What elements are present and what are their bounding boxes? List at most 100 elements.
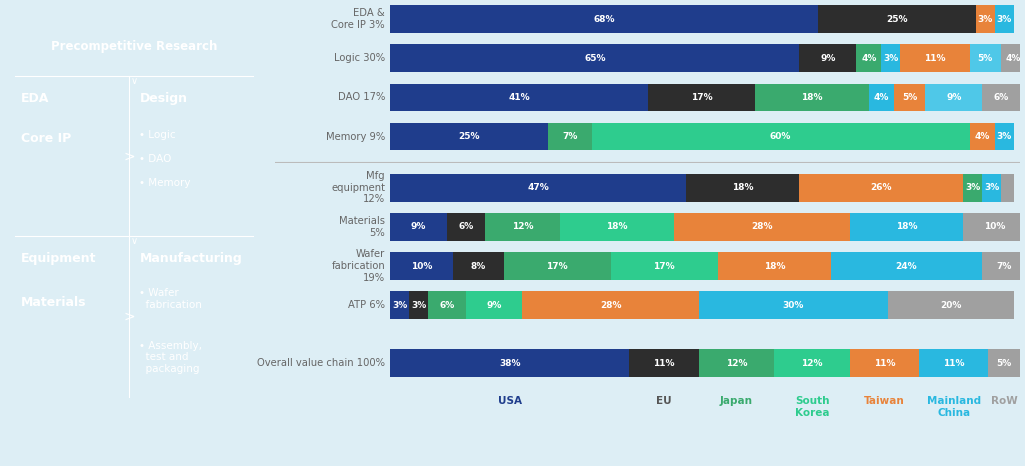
Text: 9%: 9%: [487, 301, 502, 310]
Text: 8%: 8%: [470, 261, 486, 271]
Bar: [391, 252, 453, 280]
Bar: [926, 83, 982, 111]
Bar: [800, 44, 856, 72]
Bar: [391, 123, 547, 151]
Text: >: >: [123, 149, 135, 163]
Text: 12%: 12%: [802, 358, 823, 368]
Text: ATP 6%: ATP 6%: [348, 300, 385, 310]
Bar: [465, 291, 523, 319]
Text: 6%: 6%: [440, 301, 454, 310]
Text: 4%: 4%: [975, 132, 990, 141]
Text: Mainland
China: Mainland China: [927, 396, 981, 418]
Text: Materials: Materials: [20, 296, 86, 309]
Text: 38%: 38%: [499, 358, 521, 368]
Text: 25%: 25%: [887, 14, 908, 24]
Bar: [391, 83, 649, 111]
Bar: [1001, 174, 1014, 202]
Bar: [447, 213, 485, 241]
Bar: [994, 123, 1014, 151]
Bar: [686, 174, 800, 202]
Text: 7%: 7%: [562, 132, 577, 141]
Bar: [755, 83, 869, 111]
Text: Core IP: Core IP: [20, 132, 71, 145]
Text: 3%: 3%: [965, 183, 980, 192]
Text: 20%: 20%: [940, 301, 961, 310]
Bar: [818, 5, 976, 33]
Bar: [774, 349, 850, 377]
Bar: [1001, 44, 1025, 72]
Text: USA: USA: [498, 396, 522, 406]
Text: 3%: 3%: [996, 14, 1012, 24]
Text: 18%: 18%: [732, 183, 753, 192]
Text: Materials
5%: Materials 5%: [339, 216, 385, 238]
Text: • Assembly,
  test and
  packaging: • Assembly, test and packaging: [139, 341, 203, 374]
Bar: [391, 213, 447, 241]
Text: 11%: 11%: [653, 358, 674, 368]
Text: Logic 30%: Logic 30%: [334, 53, 385, 63]
Bar: [391, 5, 818, 33]
Text: 41%: 41%: [508, 93, 530, 102]
Text: DAO 17%: DAO 17%: [337, 92, 385, 103]
Bar: [649, 83, 755, 111]
Text: 5%: 5%: [996, 358, 1012, 368]
Text: 10%: 10%: [984, 222, 1006, 232]
Text: 18%: 18%: [606, 222, 627, 232]
Text: 60%: 60%: [770, 132, 791, 141]
Bar: [894, 83, 926, 111]
Text: EDA &
Core IP 3%: EDA & Core IP 3%: [331, 8, 385, 30]
Bar: [994, 5, 1014, 33]
Text: EDA: EDA: [20, 92, 49, 105]
Bar: [982, 252, 1025, 280]
Text: 9%: 9%: [946, 93, 961, 102]
Text: ∨: ∨: [131, 236, 137, 247]
Text: Memory 9%: Memory 9%: [326, 131, 385, 142]
Text: 24%: 24%: [896, 261, 917, 271]
Text: 12%: 12%: [726, 358, 747, 368]
Text: Overall value chain 100%: Overall value chain 100%: [257, 358, 385, 368]
Text: • Wafer
  fabrication: • Wafer fabrication: [139, 288, 202, 310]
Bar: [391, 349, 629, 377]
Text: 30%: 30%: [782, 301, 804, 310]
Text: 3%: 3%: [996, 132, 1012, 141]
Bar: [970, 123, 994, 151]
Text: 11%: 11%: [873, 358, 895, 368]
Bar: [856, 44, 882, 72]
Text: Manufacturing: Manufacturing: [139, 253, 242, 265]
Text: RoW: RoW: [991, 396, 1018, 406]
Text: EU: EU: [656, 396, 672, 406]
Text: 9%: 9%: [820, 54, 835, 63]
Bar: [673, 213, 850, 241]
Text: 7%: 7%: [996, 261, 1012, 271]
Text: 18%: 18%: [764, 261, 785, 271]
Bar: [982, 174, 1001, 202]
Bar: [699, 349, 774, 377]
Bar: [629, 349, 699, 377]
Text: 6%: 6%: [458, 222, 474, 232]
Bar: [391, 44, 800, 72]
Text: South
Korea: South Korea: [794, 396, 829, 418]
Bar: [964, 174, 982, 202]
Text: >: >: [123, 309, 135, 323]
Text: • Logic: • Logic: [139, 130, 176, 140]
Text: 4%: 4%: [861, 54, 876, 63]
Text: Equipment: Equipment: [20, 253, 96, 265]
Text: 18%: 18%: [802, 93, 823, 102]
Bar: [850, 349, 919, 377]
Text: 65%: 65%: [584, 54, 606, 63]
Text: Japan: Japan: [720, 396, 753, 406]
Text: 18%: 18%: [896, 222, 917, 232]
Text: 3%: 3%: [884, 54, 899, 63]
Text: 9%: 9%: [411, 222, 426, 232]
Bar: [800, 174, 963, 202]
Bar: [591, 123, 970, 151]
Text: 17%: 17%: [691, 93, 712, 102]
Text: 5%: 5%: [978, 54, 993, 63]
Bar: [523, 291, 699, 319]
Bar: [850, 213, 963, 241]
Bar: [988, 349, 1020, 377]
Text: 28%: 28%: [751, 222, 773, 232]
Text: 17%: 17%: [546, 261, 568, 271]
Text: 3%: 3%: [411, 301, 426, 310]
Bar: [428, 291, 465, 319]
Bar: [919, 349, 988, 377]
